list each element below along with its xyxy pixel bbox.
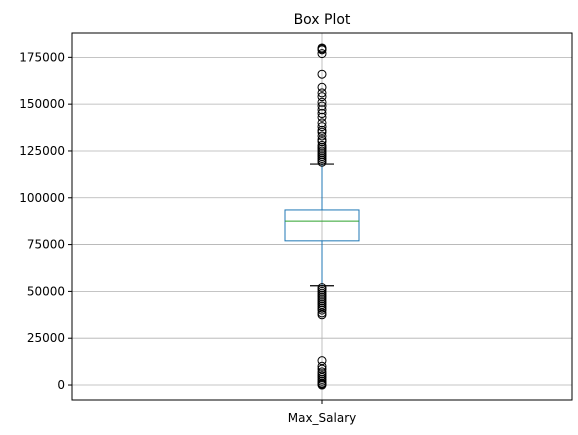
outlier-point bbox=[317, 361, 327, 371]
outlier-point bbox=[317, 118, 327, 128]
y-tick-label: 100000 bbox=[19, 191, 65, 205]
outlier-point bbox=[317, 92, 327, 102]
y-tick-label: 125000 bbox=[19, 144, 65, 158]
outlier-point bbox=[317, 305, 327, 315]
outlier-point bbox=[317, 122, 327, 132]
y-tick-label: 175000 bbox=[19, 50, 65, 64]
outlier-point bbox=[317, 127, 327, 137]
y-tick-label: 50000 bbox=[27, 284, 65, 298]
outlier-point bbox=[317, 69, 327, 79]
outlier-point bbox=[317, 49, 327, 59]
outlier-point bbox=[317, 157, 327, 167]
outlier-point bbox=[317, 45, 327, 55]
outlier-point bbox=[317, 101, 327, 111]
outlier-point bbox=[317, 82, 327, 92]
outlier-point bbox=[317, 137, 327, 147]
y-tick-label: 25000 bbox=[27, 331, 65, 345]
chart-title: Box Plot bbox=[294, 12, 351, 28]
x-tick-label: Max_Salary bbox=[288, 411, 357, 425]
outlier-point bbox=[317, 112, 327, 122]
y-tick-label: 150000 bbox=[19, 97, 65, 111]
outlier-point bbox=[317, 310, 327, 320]
outlier-point bbox=[317, 380, 327, 390]
y-tick-label: 75000 bbox=[27, 238, 65, 252]
outlier-point bbox=[317, 131, 327, 141]
outlier-point bbox=[317, 88, 327, 98]
outlier-point bbox=[317, 105, 327, 115]
outlier-point bbox=[317, 97, 327, 107]
outlier-point bbox=[317, 109, 327, 119]
iqr-box bbox=[284, 209, 360, 242]
y-tick-label: 0 bbox=[57, 378, 65, 392]
